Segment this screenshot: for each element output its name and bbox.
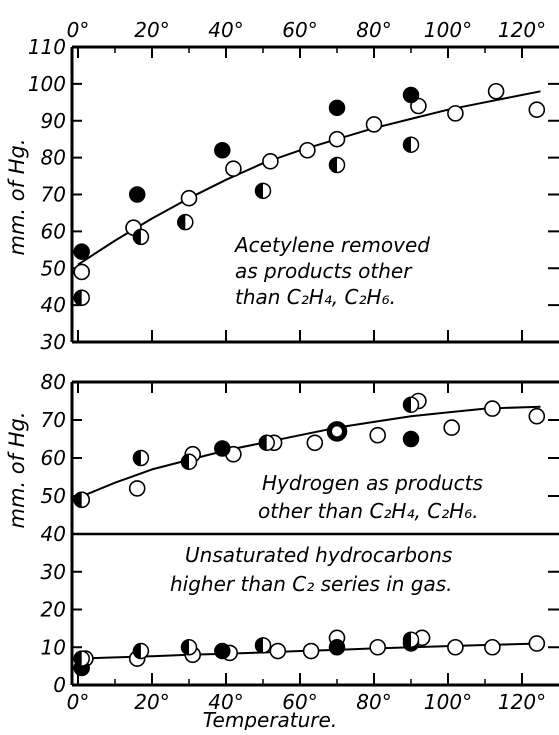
half-data-point — [132, 449, 150, 467]
y-tick-label: 40 — [41, 293, 66, 317]
y-tick-label: 60 — [41, 219, 66, 243]
open-data-point — [299, 141, 316, 159]
y-tick-label: 70 — [41, 408, 66, 432]
open-data-point — [369, 426, 387, 444]
open-data-point — [306, 434, 324, 452]
open-data-point — [528, 101, 546, 118]
top-annotation-line-2: as products other — [235, 259, 413, 283]
y-tick-label: 30 — [41, 330, 66, 354]
bottom-annotation-line-2: higher than C₂ series in gas. — [170, 572, 453, 596]
open-data-point — [443, 419, 461, 436]
lower-panel-y-axis-label: mm. of Hg. — [5, 412, 29, 529]
open-data-point — [447, 638, 464, 656]
y-tick-label: 100 — [28, 72, 66, 96]
half-data-point — [73, 650, 90, 667]
tick-labels: 30 40 50 60 70 80 90 100 110 40 50 60 70 80 0 10 20 30 0° 0… — [28, 18, 546, 714]
x-tick-label-bottom: 0° — [67, 690, 90, 714]
y-tick-label: 80 — [41, 146, 66, 170]
open-data-point — [225, 160, 242, 177]
filled-data-point — [214, 642, 231, 660]
half-data-point — [132, 228, 150, 246]
open-data-point — [528, 635, 546, 652]
open-data-point — [528, 407, 546, 425]
y-tick-label: 30 — [41, 560, 66, 584]
x-axis-label: Temperature. — [203, 708, 337, 730]
y-tick-label: 70 — [41, 183, 66, 207]
y-tick-label: 20 — [41, 598, 66, 622]
x-tick-label-bottom: 40° — [208, 690, 243, 714]
x-tick-label-top: 100° — [424, 18, 472, 42]
filled-data-point — [402, 430, 420, 448]
filled-data-point — [73, 243, 90, 260]
middle-annotation-line-2: other than C₂H₄, C₂H₆. — [258, 499, 479, 523]
filled-data-point — [328, 99, 346, 117]
data-points — [73, 82, 546, 677]
y-tick-label: 40 — [41, 522, 66, 546]
filled-data-point — [128, 186, 146, 203]
open-data-point — [365, 116, 383, 133]
open-data-point — [180, 189, 198, 207]
open-data-point — [73, 263, 90, 281]
half-data-point — [180, 453, 198, 471]
x-tick-label-bottom: 100° — [424, 690, 472, 714]
y-tick-label: 80 — [41, 370, 66, 394]
half-data-point — [402, 396, 420, 414]
y-tick-label: 110 — [28, 35, 66, 59]
filled-data-point — [328, 639, 346, 656]
x-tick-label-top: 60° — [282, 18, 317, 42]
x-tick-label-top: 40° — [208, 18, 243, 42]
y-tick-label: 90 — [41, 109, 66, 133]
x-tick-label-top: 0° — [67, 18, 90, 42]
filled-data-point — [214, 440, 231, 457]
half-data-point — [254, 637, 272, 654]
open-data-point — [487, 82, 505, 100]
x-tick-label-top: 20° — [134, 18, 169, 42]
half-data-point — [402, 631, 420, 648]
x-tick-label-bottom: 20° — [134, 690, 169, 714]
top-panel-y-axis-label: mm. of Hg. — [5, 139, 29, 256]
x-tick-label-bottom: 120° — [498, 690, 546, 714]
y-tick-label: 10 — [41, 635, 66, 659]
bottom-annotation-line-1: Unsaturated hydrocarbons — [185, 543, 452, 567]
y-tick-label: 50 — [41, 484, 66, 508]
top-annotation-line-3: than C₂H₄, C₂H₆. — [235, 285, 396, 309]
y-tick-label: 0 — [53, 673, 66, 697]
x-tick-label-top: 120° — [498, 18, 546, 42]
ring-data-point — [326, 421, 348, 442]
open-data-point — [269, 642, 287, 660]
open-data-point — [328, 130, 346, 148]
x-tick-label-bottom: 60° — [282, 690, 317, 714]
filled-data-point — [214, 142, 231, 159]
half-data-point — [73, 491, 90, 509]
half-data-point — [402, 136, 420, 153]
filled-data-point — [402, 86, 420, 104]
open-data-point — [128, 480, 146, 497]
open-data-point — [302, 642, 320, 660]
half-data-point — [258, 434, 275, 452]
middle-fit-curve — [77, 405, 541, 499]
half-data-point — [180, 639, 198, 656]
top-annotation-line-1: Acetylene removed — [233, 233, 430, 257]
half-data-point — [328, 156, 346, 174]
y-tick-label: 50 — [41, 256, 66, 280]
open-data-point — [484, 638, 501, 656]
y-tick-label: 60 — [41, 446, 66, 470]
x-tick-label-bottom: 80° — [356, 690, 391, 714]
x-tick-label-top: 80° — [356, 18, 391, 42]
half-data-point — [254, 182, 272, 200]
middle-annotation-line-1: Hydrogen as products — [262, 471, 483, 495]
open-data-point — [447, 105, 464, 122]
open-data-point — [484, 400, 501, 417]
half-data-point — [73, 289, 90, 306]
half-data-point — [132, 642, 150, 660]
open-data-point — [262, 153, 279, 170]
open-data-point — [369, 638, 387, 656]
half-data-point — [177, 213, 194, 231]
